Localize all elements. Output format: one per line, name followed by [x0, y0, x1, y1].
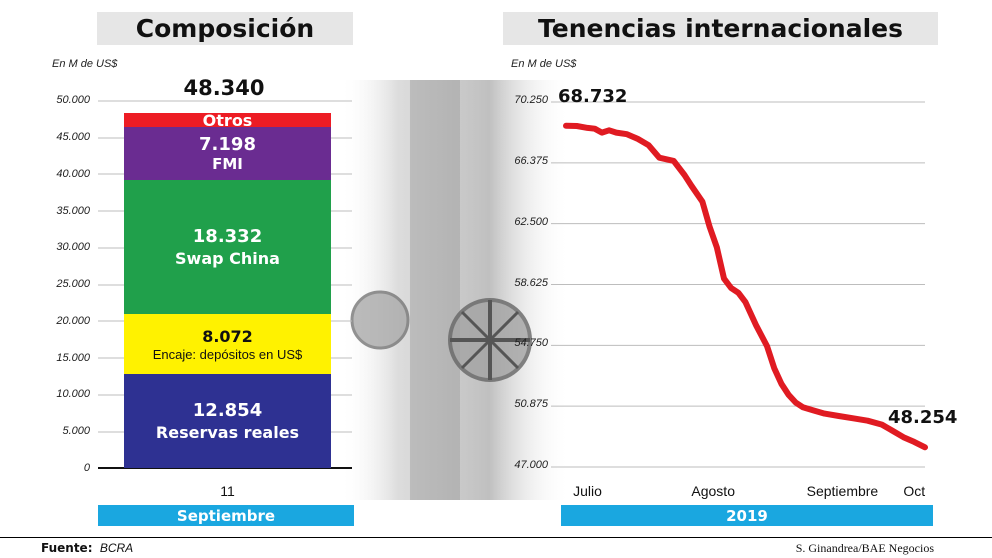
segment-value-label: 18.332: [192, 226, 263, 248]
y-tick-label: 62.500: [514, 215, 548, 228]
segment-name-label: Reservas reales: [155, 422, 300, 442]
left-unit-label: En M de US$: [52, 58, 118, 70]
stacked-bar: 12.854 Reservas reales 8.072 Encaje: dep…: [124, 101, 331, 468]
x-tick-label: Julio: [573, 483, 602, 499]
right-chart-title: Tenencias internacionales: [503, 12, 938, 45]
y-tick-label: 45.000: [56, 131, 90, 143]
x-tick-label: Oct: [903, 483, 926, 499]
segment-value-label: 7.198: [199, 133, 256, 155]
segment-name-label: Swap China: [175, 249, 280, 269]
y-tick-label: 0: [83, 462, 90, 474]
source-value: BCRA: [99, 541, 134, 555]
segment-name-label: FMI: [212, 154, 243, 173]
y-tick-label: 5.000: [62, 425, 90, 437]
y-tick-label: 40.000: [56, 168, 90, 180]
segment-name-label: Otros: [202, 110, 253, 130]
x-tick-label: Septiembre: [806, 483, 879, 499]
year-band: 2019: [561, 505, 933, 526]
credit-label: S. Ginandrea/BAE Negocios: [795, 541, 934, 555]
y-tick-label: 10.000: [56, 388, 90, 400]
y-tick-label: 70.250: [514, 94, 548, 106]
segment-value-label: 12.854: [192, 399, 263, 421]
source-label: Fuente:: [41, 541, 93, 555]
stack-total-label: 48.340: [183, 76, 265, 100]
y-tick-label: 66.375: [514, 154, 548, 167]
end-value-label: 48.254: [888, 407, 958, 428]
segment-name-label: Encaje: depósitos en US$: [152, 346, 303, 362]
bar-segment-swap-china: 18.332 Swap China: [124, 179, 331, 315]
bar-segment-otros: Otros: [124, 110, 331, 130]
y-tick-label: 25.000: [56, 278, 90, 290]
right-unit-label: En M de US$: [511, 58, 577, 70]
y-tick-label: 35.000: [56, 205, 90, 217]
bar-segment-reservas: 12.854 Reservas reales: [124, 373, 331, 468]
footer-divider: [0, 537, 992, 538]
y-tick-label: 30.000: [56, 241, 90, 253]
x-tick-label: Agosto: [691, 483, 735, 499]
y-tick-label: 20.000: [56, 315, 90, 327]
y-tick-label: 58.625: [514, 276, 548, 289]
bar-segment-fmi: 7.198 FMI: [124, 127, 331, 180]
y-tick-label: 47.000: [514, 459, 548, 471]
y-tick-label: 54.750: [514, 337, 548, 350]
start-value-label: 68.732: [558, 86, 628, 107]
bar-segment-encaje: 8.072 Encaje: depósitos en US$: [124, 314, 331, 374]
month-band: Septiembre: [98, 505, 354, 526]
vault-door-illustration: [340, 80, 570, 500]
y-tick-label: 50.000: [56, 94, 90, 106]
y-tick-label: 50.875: [514, 398, 548, 411]
y-tick-label: 15.000: [56, 352, 90, 364]
series-line-tenencias: [563, 122, 928, 451]
segment-value-label: 8.072: [202, 326, 253, 346]
x-tick-label: 11: [220, 483, 235, 499]
left-chart-title: Composición: [97, 12, 353, 45]
